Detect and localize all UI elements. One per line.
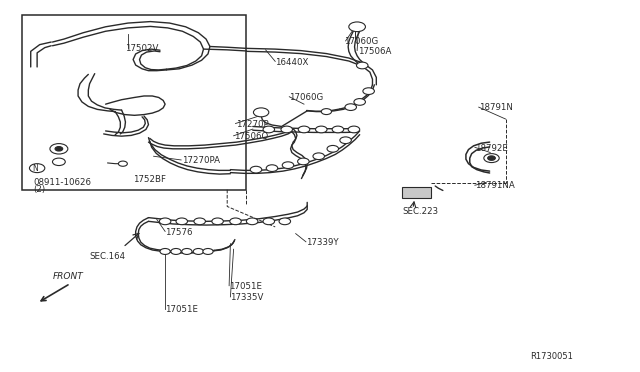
Circle shape (159, 218, 171, 225)
Text: 17051E: 17051E (229, 282, 262, 291)
Text: SEC.223: SEC.223 (402, 207, 438, 216)
Text: R1730051: R1730051 (530, 352, 573, 361)
Circle shape (118, 161, 127, 166)
Text: 17051E: 17051E (165, 305, 198, 314)
Circle shape (282, 162, 294, 169)
Circle shape (298, 126, 310, 133)
Circle shape (279, 218, 291, 225)
Text: 17060G: 17060G (344, 37, 379, 46)
Text: SEC.164: SEC.164 (90, 252, 125, 261)
Circle shape (484, 154, 499, 163)
Circle shape (230, 218, 241, 225)
Circle shape (340, 137, 351, 144)
Text: 17339Y: 17339Y (306, 238, 339, 247)
Text: 17506Q: 17506Q (234, 132, 268, 141)
Text: N: N (32, 164, 38, 173)
Circle shape (313, 153, 324, 160)
Text: 18791N: 18791N (479, 103, 513, 112)
Bar (402, 187, 431, 198)
Text: 18792E: 18792E (475, 144, 508, 153)
Text: 17506A: 17506A (358, 47, 392, 56)
Circle shape (203, 248, 213, 254)
Text: 17576: 17576 (165, 228, 193, 237)
Circle shape (348, 126, 360, 133)
Text: 17060G: 17060G (289, 93, 324, 102)
Text: 08911-10626: 08911-10626 (33, 178, 92, 187)
Circle shape (356, 62, 368, 69)
Text: 1752BF: 1752BF (133, 175, 166, 184)
Circle shape (266, 165, 278, 171)
Circle shape (263, 126, 275, 133)
Circle shape (194, 218, 205, 225)
Circle shape (281, 126, 292, 133)
Circle shape (327, 145, 339, 152)
Circle shape (55, 147, 63, 151)
Circle shape (176, 218, 188, 225)
Circle shape (345, 104, 356, 110)
Text: 17502V: 17502V (125, 44, 158, 53)
Text: 17335V: 17335V (230, 293, 264, 302)
Circle shape (171, 248, 181, 254)
Circle shape (52, 158, 65, 166)
Bar (22, 15, 246, 190)
Circle shape (50, 144, 68, 154)
Circle shape (332, 126, 344, 133)
Circle shape (182, 248, 192, 254)
Text: 17270PA: 17270PA (182, 156, 220, 165)
Text: FRONT: FRONT (52, 272, 83, 280)
Circle shape (212, 218, 223, 225)
Text: 17270P: 17270P (236, 120, 268, 129)
Circle shape (354, 99, 365, 105)
Circle shape (298, 158, 309, 165)
Circle shape (250, 166, 262, 173)
Text: 18791NA: 18791NA (475, 182, 515, 190)
Circle shape (253, 108, 269, 117)
Circle shape (160, 248, 170, 254)
Circle shape (488, 156, 495, 160)
Text: (2): (2) (33, 185, 45, 194)
Circle shape (193, 248, 204, 254)
Circle shape (246, 218, 258, 225)
Circle shape (349, 22, 365, 32)
Circle shape (316, 126, 327, 133)
Circle shape (363, 88, 374, 94)
Circle shape (263, 218, 275, 225)
Text: 16440X: 16440X (275, 58, 308, 67)
Circle shape (321, 109, 332, 115)
